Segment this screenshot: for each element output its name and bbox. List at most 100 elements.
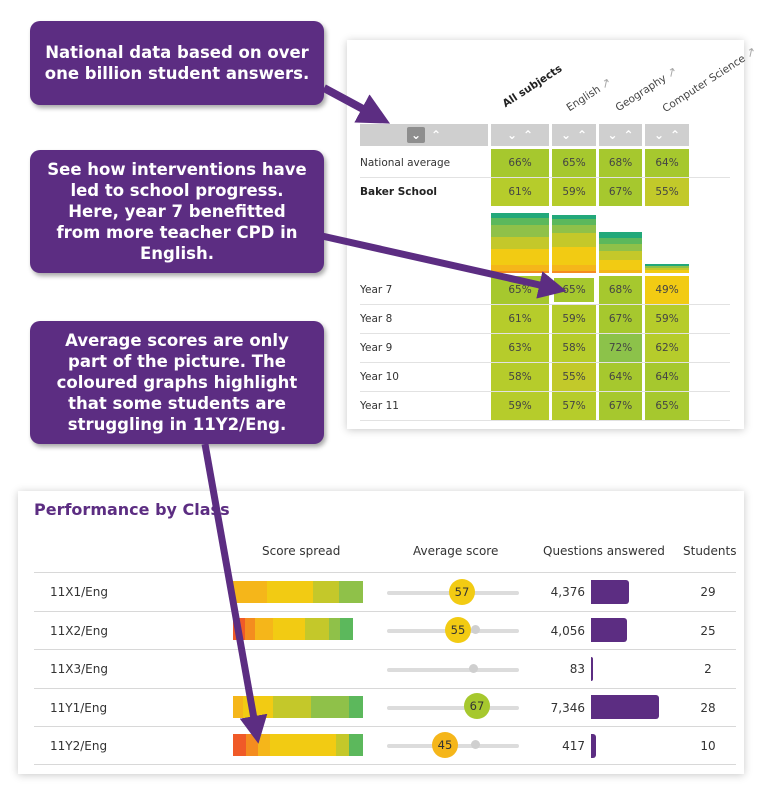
sort-control-computer-science[interactable]: ⌄ ⌃	[645, 124, 689, 146]
chevron-down-icon[interactable]: ⌄	[406, 127, 425, 143]
grid-row-label: Year 9	[360, 342, 393, 354]
callout-national-data: National data based on over one billion …	[30, 21, 324, 105]
score-cell[interactable]: 68%	[599, 149, 642, 177]
column-header-english[interactable]: English↗	[564, 74, 614, 114]
grid-row-label: Year 8	[360, 313, 393, 325]
score-cell[interactable]: 59%	[491, 392, 549, 420]
chevron-down-icon[interactable]: ⌄	[560, 128, 571, 142]
questions-answered-value: 4,376	[550, 585, 585, 599]
class-name[interactable]: 11X1/Eng	[50, 585, 108, 599]
score-cell[interactable]: 61%	[491, 178, 549, 206]
grid-row-label: Baker School	[360, 186, 438, 198]
score-cell[interactable]: 72%	[599, 334, 642, 362]
score-cell[interactable]: 64%	[599, 363, 642, 391]
subject-grid-card: All subjects English↗ Geography↗ Compute…	[347, 40, 759, 429]
score-cell[interactable]: 58%	[491, 363, 549, 391]
sort-control-all-subjects[interactable]: ⌄ ⌃	[491, 124, 549, 146]
score-cell[interactable]: 61%	[491, 305, 549, 333]
score-cell[interactable]: 49%	[645, 276, 689, 304]
score-cell[interactable]: 65%	[645, 392, 689, 420]
chevron-down-icon[interactable]: ⌄	[506, 128, 517, 142]
score-cell[interactable]: 66%	[491, 149, 549, 177]
score-cell[interactable]: 62%	[645, 334, 689, 362]
row-divider	[34, 726, 736, 727]
score-cell[interactable]: 64%	[645, 149, 689, 177]
chevron-up-icon[interactable]: ⌃	[623, 128, 634, 142]
grid-row-divider	[360, 333, 730, 334]
sort-control-english[interactable]: ⌄ ⌃	[552, 124, 596, 146]
class-name[interactable]: 11Y2/Eng	[50, 739, 108, 753]
grid-row-label: Year 7	[360, 284, 393, 296]
chevron-down-icon[interactable]: ⌄	[653, 128, 664, 142]
questions-answered-value: 7,346	[550, 701, 585, 715]
score-cell[interactable]: 68%	[599, 276, 642, 304]
questions-answered-bar	[591, 695, 659, 719]
students-count: 10	[700, 739, 716, 753]
score-cell[interactable]: 55%	[645, 178, 689, 206]
slider-knob	[471, 740, 480, 749]
chevron-up-icon[interactable]: ⌃	[670, 128, 681, 142]
distribution-stack-english	[552, 215, 596, 273]
students-count: 2	[704, 662, 712, 676]
score-cell[interactable]: 67%	[599, 305, 642, 333]
grid-row-label: Year 10	[360, 371, 399, 383]
score-cell[interactable]: 65%	[552, 276, 596, 304]
grid-row-divider	[360, 391, 730, 392]
row-divider	[34, 611, 736, 612]
questions-answered-bar	[591, 618, 627, 642]
callout-average-scores: Average scores are only part of the pict…	[30, 321, 324, 444]
average-score-badge: 67	[464, 693, 490, 719]
score-cell[interactable]: 67%	[599, 392, 642, 420]
score-cell[interactable]: 55%	[552, 363, 596, 391]
sort-control-labels[interactable]: ⌄ ⌃	[360, 124, 488, 146]
column-header-computer-science[interactable]: Computer Science↗	[660, 43, 759, 115]
grid-row-label: National average	[360, 157, 451, 169]
chevron-up-icon[interactable]: ⌃	[523, 128, 534, 142]
distribution-stack-all-subjects	[491, 213, 549, 273]
class-name[interactable]: 11X2/Eng	[50, 624, 108, 638]
questions-answered-bar	[591, 657, 593, 681]
score-cell[interactable]: 59%	[552, 305, 596, 333]
class-name[interactable]: 11X3/Eng	[50, 662, 108, 676]
score-cell[interactable]: 59%	[552, 178, 596, 206]
average-score-badge: 55	[445, 617, 471, 643]
score-spread-bar	[233, 734, 363, 756]
class-name[interactable]: 11Y1/Eng	[50, 701, 108, 715]
row-divider	[34, 688, 736, 689]
chevron-up-icon[interactable]: ⌃	[577, 128, 588, 142]
average-score-slider	[387, 668, 519, 672]
score-cell[interactable]: 58%	[552, 334, 596, 362]
score-cell[interactable]: 67%	[599, 178, 642, 206]
score-cell[interactable]: 65%	[552, 149, 596, 177]
average-score-slider	[387, 706, 519, 710]
score-spread-bar	[233, 581, 363, 603]
questions-answered-bar	[591, 580, 629, 604]
row-divider	[34, 649, 736, 650]
header-questions-answered: Questions answered	[543, 544, 665, 558]
column-header-all-subjects[interactable]: All subjects	[500, 62, 565, 110]
score-cell[interactable]: 65%	[491, 276, 549, 304]
grid-row-divider	[360, 420, 730, 421]
chevron-up-icon[interactable]: ⌃	[430, 128, 442, 142]
score-spread-bar	[233, 618, 363, 640]
grid-row-divider	[360, 362, 730, 363]
students-count: 28	[700, 701, 716, 715]
header-score-spread: Score spread	[262, 544, 341, 558]
score-cell[interactable]: 64%	[645, 363, 689, 391]
score-cell[interactable]: 59%	[645, 305, 689, 333]
performance-by-class-card: Performance by Class Score spread Averag…	[18, 491, 744, 774]
row-divider	[34, 572, 736, 573]
distribution-stack-geography	[599, 232, 642, 273]
questions-answered-bar	[591, 734, 596, 758]
score-cell[interactable]: 63%	[491, 334, 549, 362]
grid-row-label: Year 11	[360, 400, 399, 412]
sort-control-geography[interactable]: ⌄ ⌃	[599, 124, 642, 146]
average-score-badge: 57	[449, 579, 475, 605]
chevron-down-icon[interactable]: ⌄	[607, 128, 618, 142]
score-cell[interactable]: 57%	[552, 392, 596, 420]
grid-row-divider	[360, 177, 730, 178]
score-spread-bar	[233, 696, 363, 718]
header-students: Students	[683, 544, 737, 558]
questions-answered-value: 4,056	[550, 624, 585, 638]
distribution-stack-computer-science	[645, 264, 689, 273]
